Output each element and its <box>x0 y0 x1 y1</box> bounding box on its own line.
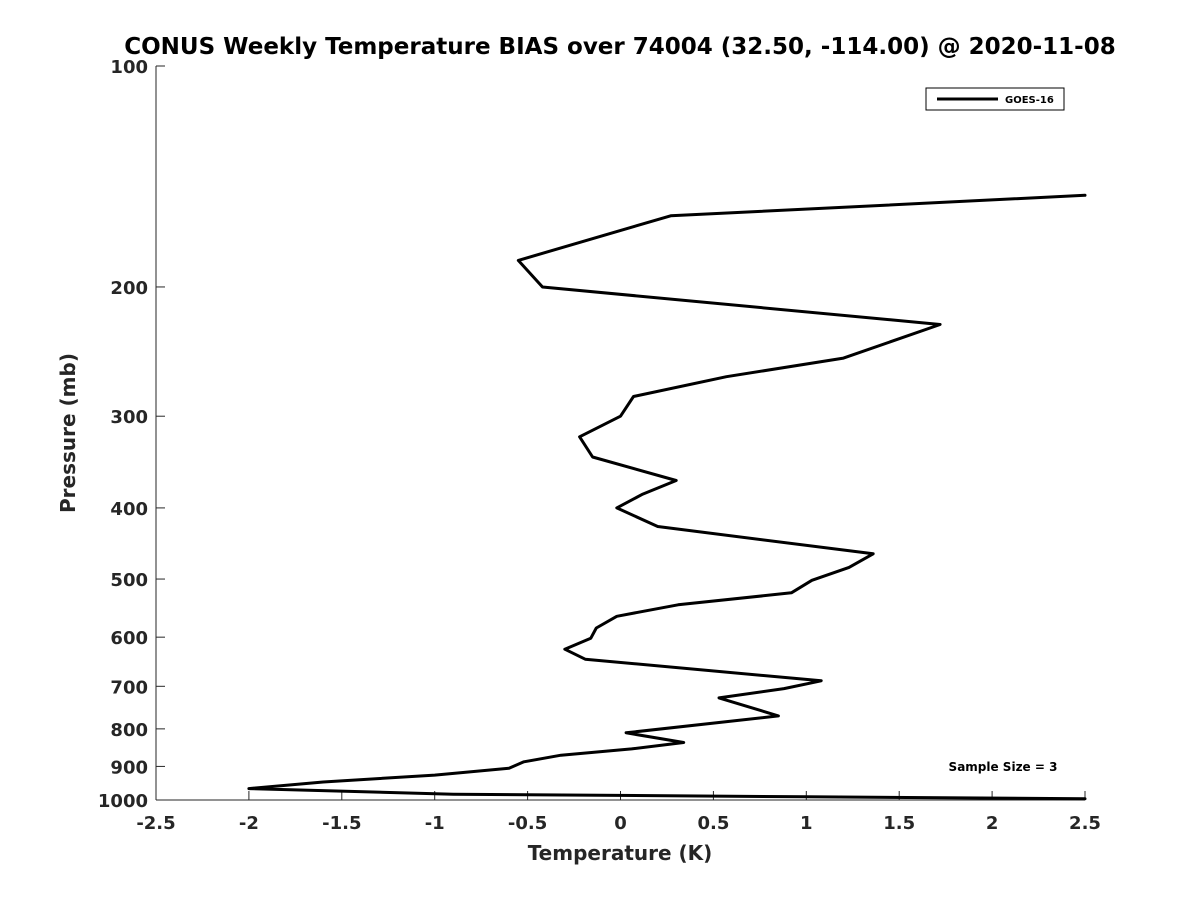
series-layer <box>247 193 1087 801</box>
x-tick-label-1-5: 1.5 <box>883 813 915 834</box>
y-tick-label-200: 200 <box>110 278 148 299</box>
y-tick-label-900: 900 <box>110 757 148 778</box>
y-tick-label-1000: 1000 <box>98 791 148 812</box>
x-tick-label-2-5: -2.5 <box>136 813 175 834</box>
x-tick-label-0: 0 <box>614 813 627 834</box>
x-tick-label-1-5: -1.5 <box>322 813 361 834</box>
x-tick-label-0-5: 0.5 <box>697 813 729 834</box>
x-axis-ticks: -2.5 -2 -1.5 -1 -0.5 0 0.5 1 1.5 2 2.5 <box>136 791 1101 834</box>
series-line-goes-16 <box>247 193 1087 801</box>
y-tick-label-300: 300 <box>110 407 148 428</box>
x-tick-label-0-5: -0.5 <box>508 813 547 834</box>
x-tick-label-1: 1 <box>800 813 813 834</box>
x-axis-label: Temperature (K) <box>528 841 713 865</box>
y-tick-label-600: 600 <box>110 628 148 649</box>
legend: GOES-16 <box>925 87 1065 111</box>
chart-title: CONUS Weekly Temperature BIAS over 74004… <box>124 34 1115 60</box>
y-axis-label: Pressure (mb) <box>56 353 80 513</box>
x-tick-label-2: -2 <box>239 813 259 834</box>
y-tick-label-800: 800 <box>110 720 148 741</box>
y-tick-label-500: 500 <box>110 570 148 591</box>
y-tick-label-100: 100 <box>110 57 148 78</box>
y-tick-label-400: 400 <box>110 499 148 520</box>
x-tick-label-2: 2 <box>986 813 999 834</box>
sample-size-annotation: Sample Size = 3 <box>949 760 1058 774</box>
x-tick-label-2-5: 2.5 <box>1069 813 1101 834</box>
x-tick-label-1: -1 <box>425 813 445 834</box>
y-tick-label-700: 700 <box>110 677 148 698</box>
y-axis-ticks: 100 200 300 400 500 600 700 800 900 1000 <box>98 57 165 812</box>
legend-entry-goes-16: GOES-16 <box>1005 95 1054 106</box>
